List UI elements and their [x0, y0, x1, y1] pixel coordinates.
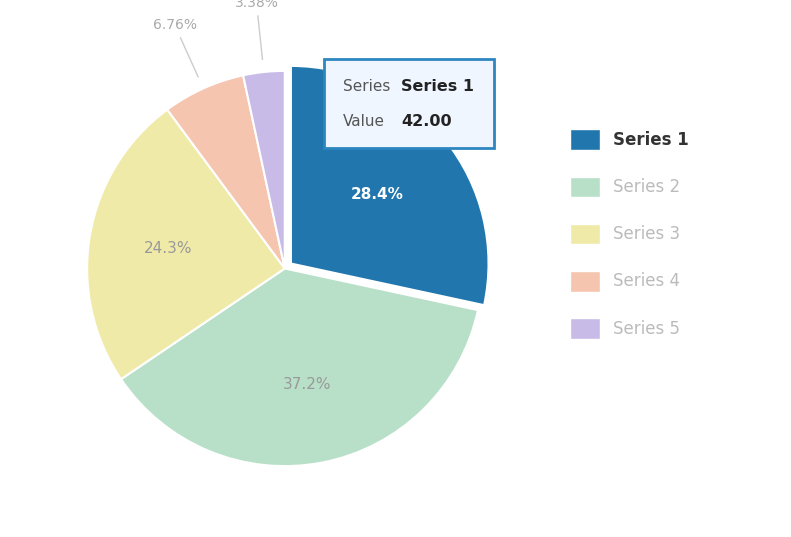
- Text: 24.3%: 24.3%: [144, 241, 192, 256]
- Text: Series 3: Series 3: [613, 225, 680, 243]
- Text: 42.00: 42.00: [401, 114, 452, 129]
- Text: Series 4: Series 4: [613, 272, 680, 291]
- Text: Series 2: Series 2: [613, 178, 680, 196]
- Text: 3.38%: 3.38%: [235, 0, 278, 60]
- Text: 28.4%: 28.4%: [350, 186, 403, 201]
- Text: 6.76%: 6.76%: [153, 18, 199, 77]
- Wedge shape: [243, 71, 285, 268]
- Wedge shape: [121, 268, 478, 466]
- Text: Series 1: Series 1: [613, 130, 689, 149]
- Text: Series 1: Series 1: [401, 79, 474, 94]
- Wedge shape: [167, 75, 285, 268]
- Text: Series: Series: [343, 79, 390, 94]
- Text: Series 5: Series 5: [613, 320, 680, 338]
- Wedge shape: [291, 66, 489, 305]
- Wedge shape: [87, 110, 285, 379]
- Text: 37.2%: 37.2%: [283, 378, 331, 393]
- Text: Value: Value: [343, 114, 384, 129]
